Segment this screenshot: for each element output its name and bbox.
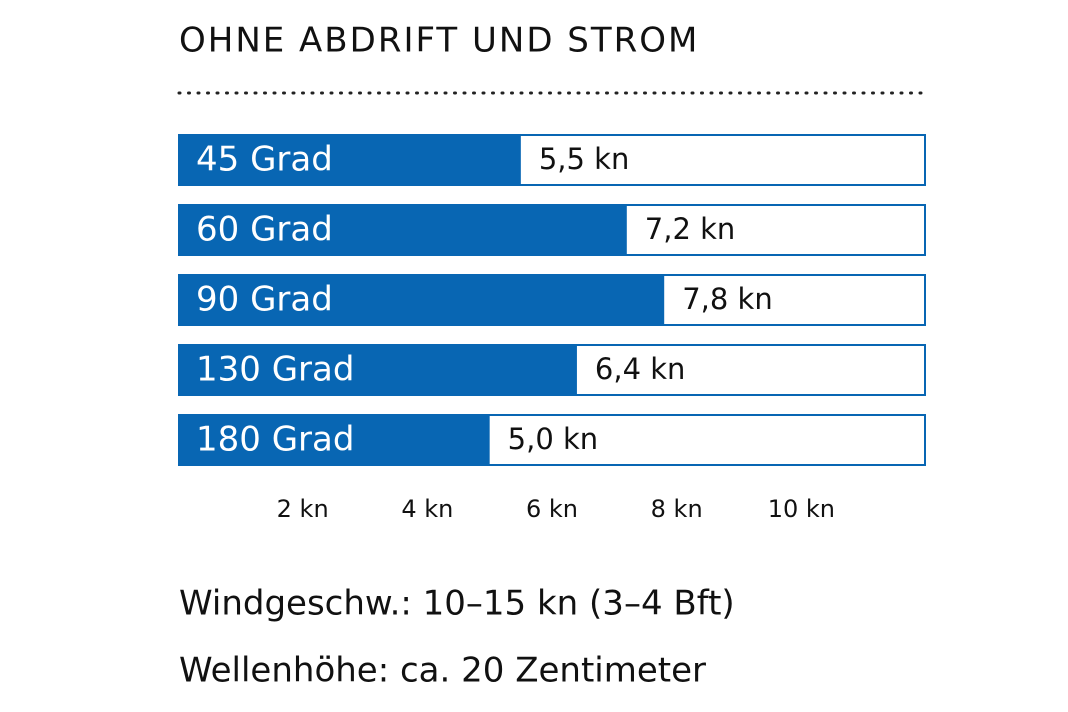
chart-title: OHNE ABDRIFT UND STROM xyxy=(179,21,699,61)
bar xyxy=(178,414,490,466)
value-label: 6,4 kn xyxy=(595,352,686,386)
category-label: 130 Grad xyxy=(196,350,354,390)
x-tick-label: 2 kn xyxy=(277,495,329,523)
bar xyxy=(178,274,665,326)
x-tick-label: 10 kn xyxy=(768,495,835,523)
category-label: 60 Grad xyxy=(196,210,333,250)
category-label: 90 Grad xyxy=(196,280,333,320)
value-label: 5,0 kn xyxy=(508,422,599,456)
x-tick-label: 6 kn xyxy=(526,495,578,523)
bar xyxy=(178,134,521,186)
annotation: Windgeschw.: 10–15 kn (3–4 Bft) xyxy=(179,584,735,624)
value-label: 5,5 kn xyxy=(539,142,630,176)
value-label: 7,2 kn xyxy=(645,212,736,246)
category-label: 45 Grad xyxy=(196,140,333,180)
value-label: 7,8 kn xyxy=(682,282,773,316)
bar xyxy=(178,344,577,396)
x-tick-label: 4 kn xyxy=(401,495,453,523)
x-tick-label: 8 kn xyxy=(651,495,703,523)
category-label: 180 Grad xyxy=(196,420,354,460)
annotation: Wellenhöhe: ca. 20 Zentimeter xyxy=(179,651,706,691)
bar xyxy=(178,204,627,256)
